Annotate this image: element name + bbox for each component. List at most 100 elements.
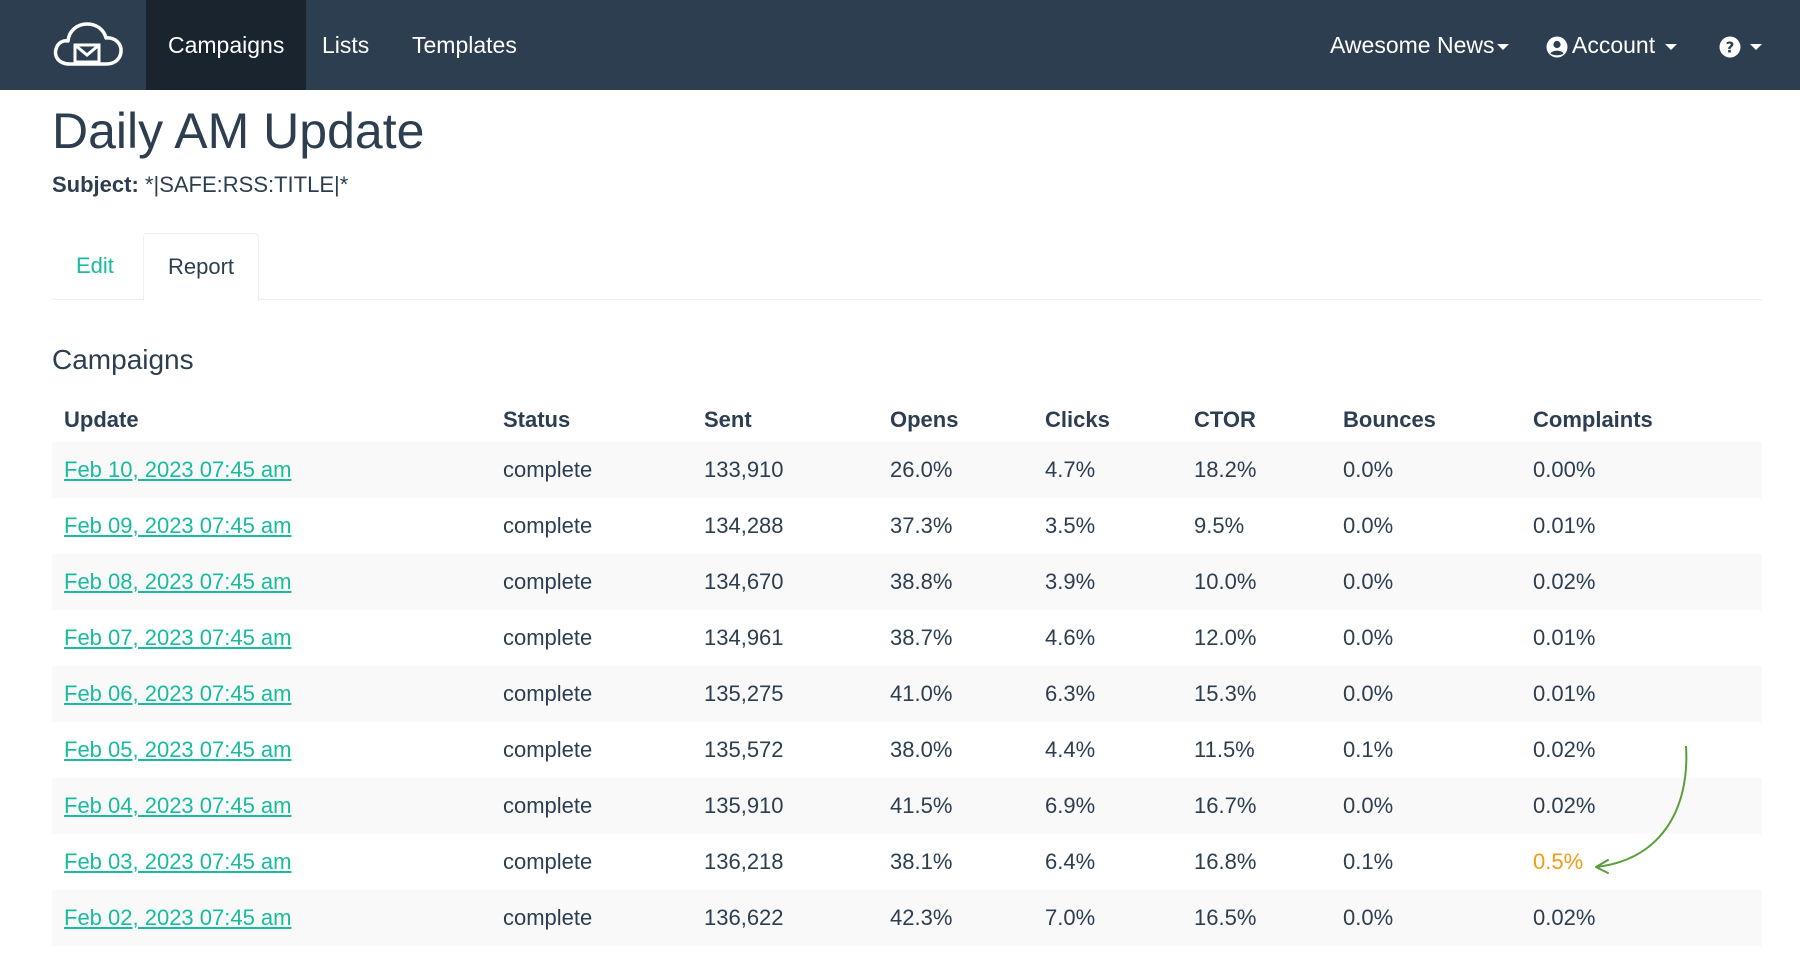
- cell-complaints: 0.02%: [1521, 554, 1762, 610]
- cell-update: Feb 05, 2023 07:45 am: [52, 722, 491, 778]
- tab-edit[interactable]: Edit: [76, 253, 114, 278]
- cell-sent: 133,910: [692, 442, 878, 498]
- cell-complaints: 0.01%: [1533, 513, 1596, 538]
- cell-complaints-warning: 0.5%: [1533, 849, 1584, 874]
- cell-complaints: 0.02%: [1533, 737, 1596, 762]
- table-row: Feb 08, 2023 07:45 am complete 134,670 3…: [52, 554, 1762, 610]
- cell-complaints: 0.01%: [1533, 625, 1596, 650]
- table-row: Feb 03, 2023 07:45 am complete 136,218 3…: [52, 834, 1762, 890]
- cell-sent: 135,910: [692, 778, 878, 834]
- cell-update: Feb 06, 2023 07:45 am: [52, 666, 491, 722]
- subject-value: *|SAFE:RSS:TITLE|*: [144, 172, 349, 197]
- cell-clicks: 3.9%: [1033, 554, 1182, 610]
- cell-status: complete: [503, 737, 593, 762]
- table-row: Feb 07, 2023 07:45 am complete 134,961 3…: [52, 610, 1762, 666]
- column-header-bounces[interactable]: Bounces: [1343, 407, 1436, 432]
- cell-clicks: 4.4%: [1045, 737, 1096, 762]
- campaign-tabs: Edit Report: [52, 233, 1762, 301]
- update-link[interactable]: Feb 04, 2023 07:45 am: [64, 793, 292, 818]
- cell-sent: 136,622: [692, 890, 878, 946]
- update-link[interactable]: Feb 08, 2023 07:45 am: [64, 569, 292, 594]
- cell-status: complete: [491, 890, 692, 946]
- cell-status: complete: [491, 554, 692, 610]
- cell-ctor: 16.5%: [1182, 890, 1331, 946]
- top-navbar: Campaigns Lists Templates Awesome News A…: [0, 0, 1800, 90]
- update-link[interactable]: Feb 09, 2023 07:45 am: [64, 513, 292, 538]
- update-link[interactable]: Feb 02, 2023 07:45 am: [64, 905, 292, 930]
- cell-bounces: 0.0%: [1331, 554, 1521, 610]
- cell-bounces: 0.0%: [1331, 778, 1521, 834]
- nav-campaigns[interactable]: Campaigns: [146, 0, 307, 90]
- table-row: Feb 02, 2023 07:45 am complete 136,622 4…: [52, 890, 1762, 946]
- cell-opens: 38.7%: [890, 625, 953, 650]
- table-row: Feb 09, 2023 07:45 am complete 134,288 3…: [52, 498, 1762, 554]
- nav-lists[interactable]: Lists: [322, 0, 369, 90]
- cell-clicks: 6.3%: [1033, 666, 1182, 722]
- chevron-down-icon: [1664, 43, 1677, 50]
- column-header-ctor[interactable]: CTOR: [1194, 407, 1256, 432]
- column-header-clicks[interactable]: Clicks: [1045, 407, 1110, 432]
- page-title: Daily AM Update: [52, 103, 425, 159]
- cloud-envelope-icon[interactable]: [50, 18, 126, 72]
- nav-templates[interactable]: Templates: [412, 0, 517, 90]
- cell-opens: 42.3%: [878, 890, 1033, 946]
- column-header-status[interactable]: Status: [503, 407, 571, 432]
- table-row: Feb 06, 2023 07:45 am complete 135,275 4…: [52, 666, 1762, 722]
- update-link[interactable]: Feb 05, 2023 07:45 am: [64, 737, 292, 762]
- campaigns-section-title: Campaigns: [52, 344, 194, 375]
- cell-complaints: 0.02%: [1521, 778, 1762, 834]
- account-dropdown[interactable]: Account: [1546, 0, 1677, 90]
- table-row: Feb 05, 2023 07:45 am complete 135,572 3…: [52, 722, 1762, 778]
- chevron-down-icon: [1497, 43, 1510, 50]
- update-link[interactable]: Feb 07, 2023 07:45 am: [64, 625, 292, 650]
- cell-clicks: 7.0%: [1033, 890, 1182, 946]
- cell-bounces: 0.0%: [1343, 513, 1394, 538]
- column-header-sent[interactable]: Sent: [704, 407, 752, 432]
- cell-opens: 38.1%: [890, 849, 953, 874]
- cell-ctor: 10.0%: [1182, 554, 1331, 610]
- update-link[interactable]: Feb 03, 2023 07:45 am: [64, 849, 292, 874]
- cell-opens: 41.5%: [878, 778, 1033, 834]
- cell-status: complete: [491, 778, 692, 834]
- update-link[interactable]: Feb 06, 2023 07:45 am: [64, 681, 292, 706]
- question-circle-icon: ?: [1719, 36, 1741, 58]
- cell-clicks: 6.4%: [1045, 849, 1096, 874]
- cell-update: Feb 08, 2023 07:45 am: [52, 554, 491, 610]
- subject-line: Subject: *|SAFE:RSS:TITLE|*: [52, 172, 348, 198]
- tab-report[interactable]: Report: [143, 233, 260, 301]
- cell-bounces: 0.0%: [1343, 625, 1394, 650]
- cell-complaints: 0.02%: [1521, 890, 1762, 946]
- table-header-row: Update Status Sent Opens Clicks CTOR Bou…: [52, 398, 1762, 442]
- cell-clicks: 4.6%: [1045, 625, 1096, 650]
- cell-status: complete: [503, 849, 593, 874]
- nav-templates-label: Templates: [412, 32, 517, 58]
- column-header-complaints[interactable]: Complaints: [1533, 407, 1653, 432]
- help-dropdown[interactable]: ?: [1719, 0, 1763, 90]
- svg-text:?: ?: [1726, 38, 1735, 56]
- cell-ctor: 16.7%: [1182, 778, 1331, 834]
- cell-opens: 41.0%: [878, 666, 1033, 722]
- table-row: Feb 10, 2023 07:45 am complete 133,910 2…: [52, 442, 1762, 498]
- cell-sent: 136,218: [704, 849, 784, 874]
- cell-bounces: 0.1%: [1343, 737, 1394, 762]
- cell-ctor: 12.0%: [1194, 625, 1257, 650]
- cell-update: Feb 04, 2023 07:45 am: [52, 778, 491, 834]
- workspace-label: Awesome News: [1330, 32, 1495, 58]
- column-header-update[interactable]: Update: [64, 407, 139, 432]
- cell-bounces: 0.1%: [1343, 849, 1394, 874]
- cell-bounces: 0.0%: [1331, 666, 1521, 722]
- cell-sent: 135,572: [704, 737, 784, 762]
- update-link[interactable]: Feb 10, 2023 07:45 am: [64, 457, 292, 482]
- cell-status: complete: [491, 666, 692, 722]
- cell-ctor: 15.3%: [1182, 666, 1331, 722]
- cell-update: Feb 03, 2023 07:45 am: [52, 834, 491, 890]
- column-header-opens[interactable]: Opens: [890, 407, 959, 432]
- cell-bounces: 0.0%: [1331, 890, 1521, 946]
- chevron-down-icon: [1750, 43, 1763, 50]
- workspace-dropdown[interactable]: Awesome News: [1330, 0, 1510, 90]
- cell-opens: 38.0%: [890, 737, 953, 762]
- nav-lists-label: Lists: [322, 32, 370, 58]
- nav-campaigns-label: Campaigns: [168, 32, 285, 58]
- cell-sent: 134,670: [692, 554, 878, 610]
- cell-update: Feb 07, 2023 07:45 am: [52, 610, 491, 666]
